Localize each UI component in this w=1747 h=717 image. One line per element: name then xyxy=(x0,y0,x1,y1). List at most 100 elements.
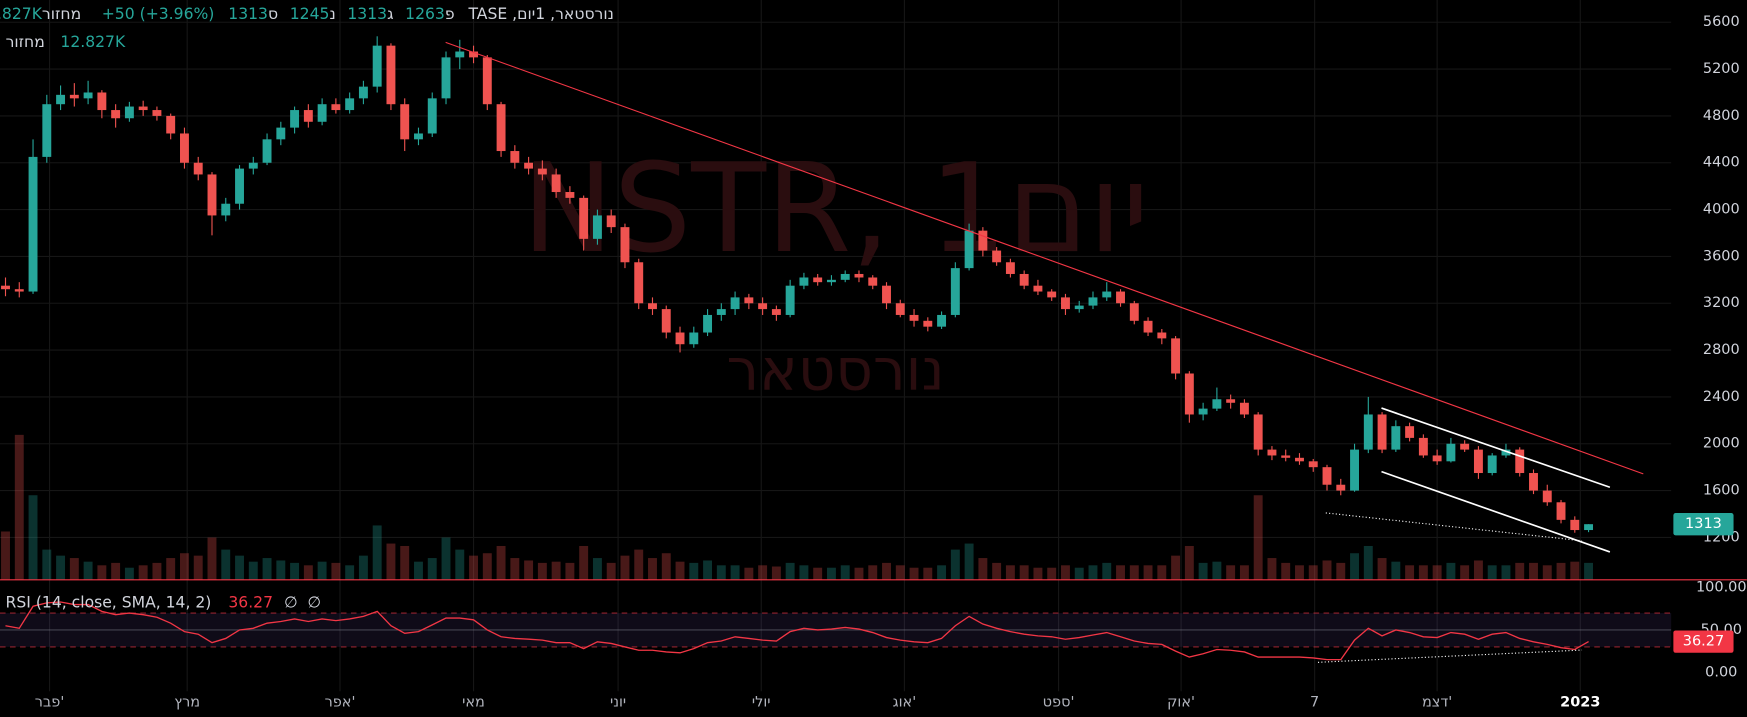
candle-body xyxy=(634,262,644,304)
volume-bar xyxy=(799,565,809,580)
candle-body xyxy=(207,174,217,216)
candle-body xyxy=(813,277,823,283)
candle-body xyxy=(358,86,368,99)
candle-body xyxy=(1116,291,1125,304)
candle-body xyxy=(1460,443,1470,450)
volume-bar xyxy=(1253,495,1263,580)
volume-bar xyxy=(248,561,258,580)
candle-body xyxy=(317,104,327,122)
volume-bar xyxy=(758,565,768,580)
volume-bar xyxy=(950,549,960,580)
volume-bar xyxy=(400,545,410,580)
candle-body xyxy=(97,92,107,111)
y-tick-label: 4000 xyxy=(1703,202,1740,218)
volume-value: 12.827K xyxy=(0,5,42,24)
candle-body xyxy=(221,203,231,216)
volume-bar xyxy=(661,553,671,580)
candle-body xyxy=(290,110,300,128)
volume-bar xyxy=(455,549,465,580)
volume-bar xyxy=(1019,565,1029,580)
volume-bar xyxy=(1501,565,1511,580)
volume-bar xyxy=(1116,565,1125,580)
volume-bar xyxy=(1322,560,1332,580)
candle-body xyxy=(345,98,355,111)
candle-body xyxy=(868,277,878,286)
close-value: 1313 xyxy=(228,5,268,24)
candle-body xyxy=(69,94,79,99)
channel-bottom xyxy=(1381,470,1611,553)
x-tick-label: אפר' xyxy=(325,694,356,710)
volume-bar xyxy=(854,567,864,580)
candle-body xyxy=(1363,414,1373,450)
volume-label: מחזור xyxy=(5,33,45,52)
volume-bar xyxy=(193,555,203,580)
candle-body xyxy=(455,51,465,58)
candle-body xyxy=(703,314,713,333)
y-tick-label: 0.00 xyxy=(1705,664,1737,680)
candle-body xyxy=(1501,449,1511,456)
volume-bar xyxy=(1473,560,1483,580)
volume-bar xyxy=(964,543,974,580)
volume-bar xyxy=(372,525,382,580)
symbol: נורסטאר, 1יום, TASE xyxy=(468,5,614,24)
volume-bar xyxy=(482,553,492,580)
x-tick-label: מאי xyxy=(462,694,485,710)
volume-bar xyxy=(28,495,38,580)
candle-body xyxy=(1033,285,1043,292)
volume-bar xyxy=(303,565,313,580)
candle-body xyxy=(1129,303,1139,321)
volume-bar xyxy=(1432,565,1442,580)
candle-body xyxy=(1281,455,1291,458)
candle-body xyxy=(1350,449,1359,491)
volume-bar xyxy=(537,562,547,580)
volume-value: 12.827K xyxy=(60,33,126,52)
candle-body xyxy=(1556,502,1566,520)
candle-body xyxy=(482,57,492,105)
volume-bar xyxy=(166,558,176,580)
volume-bar xyxy=(882,562,891,580)
volume-bar xyxy=(1,531,10,580)
volume-bar xyxy=(1171,555,1181,580)
candle-body xyxy=(950,268,960,315)
volume-bar xyxy=(620,555,630,580)
candle-body xyxy=(565,192,575,198)
volume-bar xyxy=(992,562,1002,580)
volume-bar xyxy=(97,565,107,580)
volume-bar xyxy=(1157,565,1167,580)
candles xyxy=(1,36,1594,533)
rsi-title: RSI (14, close, SMA, 14, 2) xyxy=(6,594,212,612)
candle-body xyxy=(716,309,726,315)
candle-body xyxy=(524,162,534,169)
volume-bar xyxy=(937,565,947,580)
candle-body xyxy=(510,151,520,163)
volume-bar xyxy=(1129,565,1139,580)
candle-body xyxy=(180,133,189,163)
volume-bar xyxy=(138,565,148,580)
candle-body xyxy=(689,332,699,345)
volume-bar xyxy=(345,565,355,580)
rsi-label-box xyxy=(1673,630,1734,653)
candle-body xyxy=(771,309,781,315)
candle-body xyxy=(675,332,685,345)
candle-body xyxy=(1184,373,1194,415)
candle-body xyxy=(14,289,24,292)
candle-body xyxy=(441,57,451,99)
candle-body xyxy=(895,303,905,315)
volume-bar xyxy=(1102,562,1112,580)
candle-body xyxy=(1061,297,1070,310)
candle-body xyxy=(1432,455,1442,462)
volume-bar xyxy=(331,562,341,580)
volume-bar xyxy=(1239,565,1249,580)
volume-bar xyxy=(730,565,740,580)
volume-bar xyxy=(56,555,66,580)
candle-body xyxy=(1157,332,1167,339)
candle-body xyxy=(1143,320,1153,333)
low-label: נ xyxy=(329,5,336,24)
candle-body xyxy=(372,45,382,87)
candle-body xyxy=(620,227,630,263)
volume-bar xyxy=(441,537,451,580)
candle-body xyxy=(124,106,134,119)
candle-body xyxy=(978,230,988,251)
volume-bar xyxy=(276,560,286,580)
rsi-value: 36.27 xyxy=(228,594,273,612)
